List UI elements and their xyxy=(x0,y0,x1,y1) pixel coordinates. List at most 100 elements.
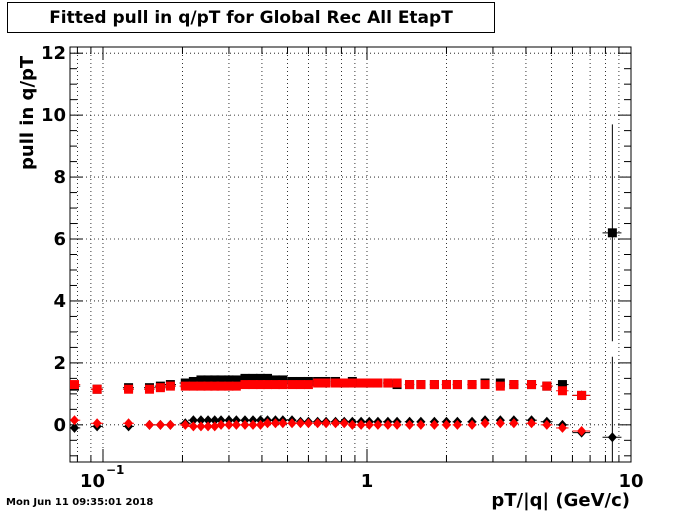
data-point xyxy=(467,380,477,390)
data-point xyxy=(607,432,617,443)
data-point xyxy=(383,419,393,430)
data-point xyxy=(452,380,462,390)
data-point xyxy=(255,380,265,390)
data-point xyxy=(542,381,552,391)
data-point xyxy=(188,381,198,391)
data-point xyxy=(92,384,102,394)
data-point xyxy=(331,378,341,388)
data-point xyxy=(255,419,265,430)
data-point xyxy=(339,418,349,429)
data-point xyxy=(224,419,234,430)
data-point xyxy=(416,419,426,430)
data-point xyxy=(331,418,341,429)
data-point xyxy=(240,419,250,430)
data-point xyxy=(196,381,206,391)
data-point xyxy=(155,419,165,430)
data-point xyxy=(577,426,587,437)
data-point xyxy=(240,373,250,383)
data-point xyxy=(216,381,226,391)
data-point xyxy=(356,419,366,430)
y-tick-label: 8 xyxy=(53,167,66,188)
data-point xyxy=(263,373,273,383)
data-point xyxy=(416,380,426,390)
data-point xyxy=(441,380,451,390)
data-point xyxy=(557,380,567,390)
y-tick-label: 10 xyxy=(41,105,66,126)
data-point xyxy=(557,422,567,433)
data-point xyxy=(263,418,273,429)
chart-title: Fitted pull in q/pT for Global Rec All E… xyxy=(49,8,453,28)
data-point xyxy=(188,415,198,426)
data-point xyxy=(231,381,241,391)
data-point xyxy=(124,384,134,394)
data-point xyxy=(248,380,258,390)
data-point xyxy=(287,380,297,390)
data-point xyxy=(70,380,79,390)
data-point xyxy=(255,373,265,383)
data-point xyxy=(188,421,198,432)
data-point xyxy=(364,378,374,388)
data-point xyxy=(248,419,258,430)
data-point xyxy=(196,415,206,426)
data-point xyxy=(144,384,154,394)
data-point xyxy=(527,380,537,390)
grid-lines xyxy=(70,47,632,462)
data-point xyxy=(303,418,313,429)
data-point xyxy=(467,419,477,430)
data-point xyxy=(429,380,439,390)
data-point xyxy=(231,375,241,385)
data-point xyxy=(364,419,374,430)
data-point xyxy=(495,418,505,429)
data-point xyxy=(203,421,213,432)
data-point xyxy=(203,415,213,426)
axes xyxy=(69,46,632,463)
data-point xyxy=(180,381,190,391)
data-point xyxy=(313,378,323,388)
data-point xyxy=(405,380,415,390)
data-point xyxy=(577,390,587,400)
data-point xyxy=(347,378,357,388)
data-point xyxy=(224,381,234,391)
data-point xyxy=(373,378,383,388)
data-point xyxy=(278,375,288,385)
x-tick-label: 10 xyxy=(80,471,105,492)
data-point xyxy=(270,375,280,385)
data-point xyxy=(509,418,519,429)
data-point xyxy=(339,378,349,388)
data-point xyxy=(203,381,213,391)
data-point xyxy=(216,375,226,385)
data-point xyxy=(321,418,331,429)
data-point xyxy=(124,418,134,429)
timestamp: Mon Jun 11 09:35:01 2018 xyxy=(6,497,154,508)
data-point xyxy=(165,381,175,391)
data-point xyxy=(287,418,297,429)
y-tick-label: 12 xyxy=(41,43,66,64)
y-tick-label: 0 xyxy=(53,415,66,436)
series-0 xyxy=(70,124,622,401)
data-point xyxy=(392,378,402,388)
data-point xyxy=(165,419,175,430)
y-axis-label: pull in q/pT xyxy=(17,55,38,170)
data-point xyxy=(607,228,617,238)
x-axis-label: pT/|q| (GeV/c) xyxy=(491,490,630,511)
data-point xyxy=(557,386,567,396)
data-point xyxy=(248,373,258,383)
series-1 xyxy=(70,378,591,401)
y-tick-label: 2 xyxy=(53,353,66,374)
data-point xyxy=(270,380,280,390)
data-point xyxy=(278,380,288,390)
data-point xyxy=(155,383,165,393)
data-point xyxy=(480,418,490,429)
data-point xyxy=(405,419,415,430)
data-point xyxy=(196,375,206,385)
data-point xyxy=(188,376,198,386)
data-point xyxy=(356,378,366,388)
data-point xyxy=(210,375,220,385)
data-point xyxy=(495,381,505,391)
data-point xyxy=(231,419,241,430)
data-point xyxy=(452,419,462,430)
data-point xyxy=(210,421,220,432)
data-point xyxy=(144,419,154,430)
